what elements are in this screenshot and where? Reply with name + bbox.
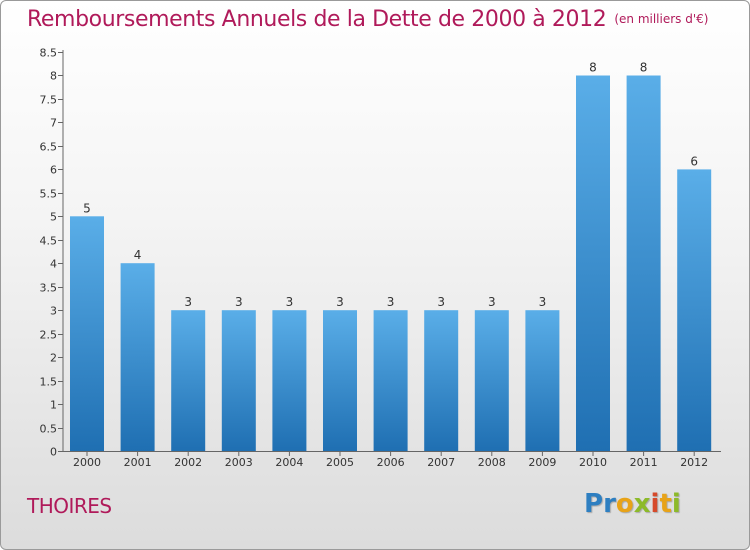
- bar-value-label: 3: [286, 295, 294, 309]
- y-tick-label: 5: [50, 211, 57, 224]
- bar-2010: [576, 75, 610, 451]
- y-tick-label: 6: [50, 164, 57, 177]
- bar-value-label: 8: [589, 61, 597, 75]
- y-tick-label: 5.5: [40, 188, 58, 201]
- bar-2004: [272, 310, 307, 451]
- bar-value-label: 3: [235, 295, 243, 309]
- x-tick-label: 2007: [427, 456, 455, 469]
- chart-title-text: Remboursements Annuels de la Dette de 20…: [27, 7, 607, 32]
- bar-2005: [323, 310, 357, 451]
- bar-2000: [70, 216, 104, 451]
- bar-value-label: 3: [488, 295, 496, 309]
- bar-2009: [525, 310, 560, 451]
- bar-2012: [677, 169, 712, 451]
- bar-value-label: 3: [539, 295, 547, 309]
- x-tick-label: 2008: [478, 456, 506, 469]
- bar-value-label: 3: [437, 295, 445, 309]
- y-axis: 0 0.5 1 1.5 2 2.5 3 3.5 4 4.5 5 5.5 6 6.5 7 7.5 8 8.5: [40, 47, 64, 459]
- y-tick-label: 4: [50, 258, 57, 271]
- chart-title: Remboursements Annuels de la Dette de 20…: [27, 7, 708, 32]
- y-tick-label: 1: [50, 399, 57, 412]
- bar-value-label: 3: [184, 295, 192, 309]
- y-tick-label: 3.5: [40, 282, 58, 295]
- bars: 5 4 3 3 3 3 3 3 3 3 8 8 6: [70, 61, 712, 451]
- x-tick-label: 2005: [326, 456, 354, 469]
- commune-name: THOIRES: [27, 494, 112, 518]
- y-tick-label: 0: [50, 446, 57, 459]
- x-tick-label: 2010: [579, 456, 607, 469]
- x-tick-label: 2004: [275, 456, 303, 469]
- bar-value-label: 4: [134, 248, 142, 262]
- y-tick-label: 2: [50, 352, 57, 365]
- y-tick-label: 8: [50, 70, 57, 83]
- proxiti-logo: Proxiti: [584, 489, 681, 519]
- bar-value-label: 6: [690, 154, 698, 168]
- y-tick-label: 1.5: [40, 376, 58, 389]
- y-tick-label: 7.5: [40, 94, 58, 107]
- y-tick-label: 7: [50, 117, 57, 130]
- y-tick-label: 0.5: [40, 423, 58, 436]
- x-tick-label: 2009: [528, 456, 556, 469]
- y-tick-label: 6.5: [40, 141, 58, 154]
- x-tick-label: 2011: [630, 456, 658, 469]
- y-tick-label: 8.5: [40, 47, 58, 60]
- y-tick-label: 3: [50, 305, 57, 318]
- bar-2007: [424, 310, 459, 451]
- x-tick-label: 2002: [174, 456, 202, 469]
- bar-2008: [474, 310, 509, 451]
- bar-value-label: 5: [83, 201, 91, 215]
- chart-unit: (en milliers d'€): [614, 12, 709, 26]
- bar-2011: [626, 75, 661, 451]
- y-tick-label: 4.5: [40, 235, 58, 248]
- x-axis: 2000 2001 2002 2003 2004 2005 2006 2007 2008 2009…: [63, 451, 721, 469]
- y-tick-label: 2.5: [40, 329, 58, 342]
- bar-value-label: 3: [387, 295, 395, 309]
- bar-value-label: 3: [336, 295, 344, 309]
- bar-2001: [120, 263, 155, 451]
- x-tick-label: 2006: [377, 456, 405, 469]
- x-tick-label: 2000: [73, 456, 101, 469]
- x-tick-label: 2003: [225, 456, 253, 469]
- bar-value-label: 8: [640, 61, 648, 75]
- x-tick-label: 2012: [680, 456, 708, 469]
- bar-2006: [373, 310, 408, 451]
- bar-2002: [171, 310, 206, 451]
- bar-2003: [221, 310, 256, 451]
- x-tick-label: 2001: [124, 456, 152, 469]
